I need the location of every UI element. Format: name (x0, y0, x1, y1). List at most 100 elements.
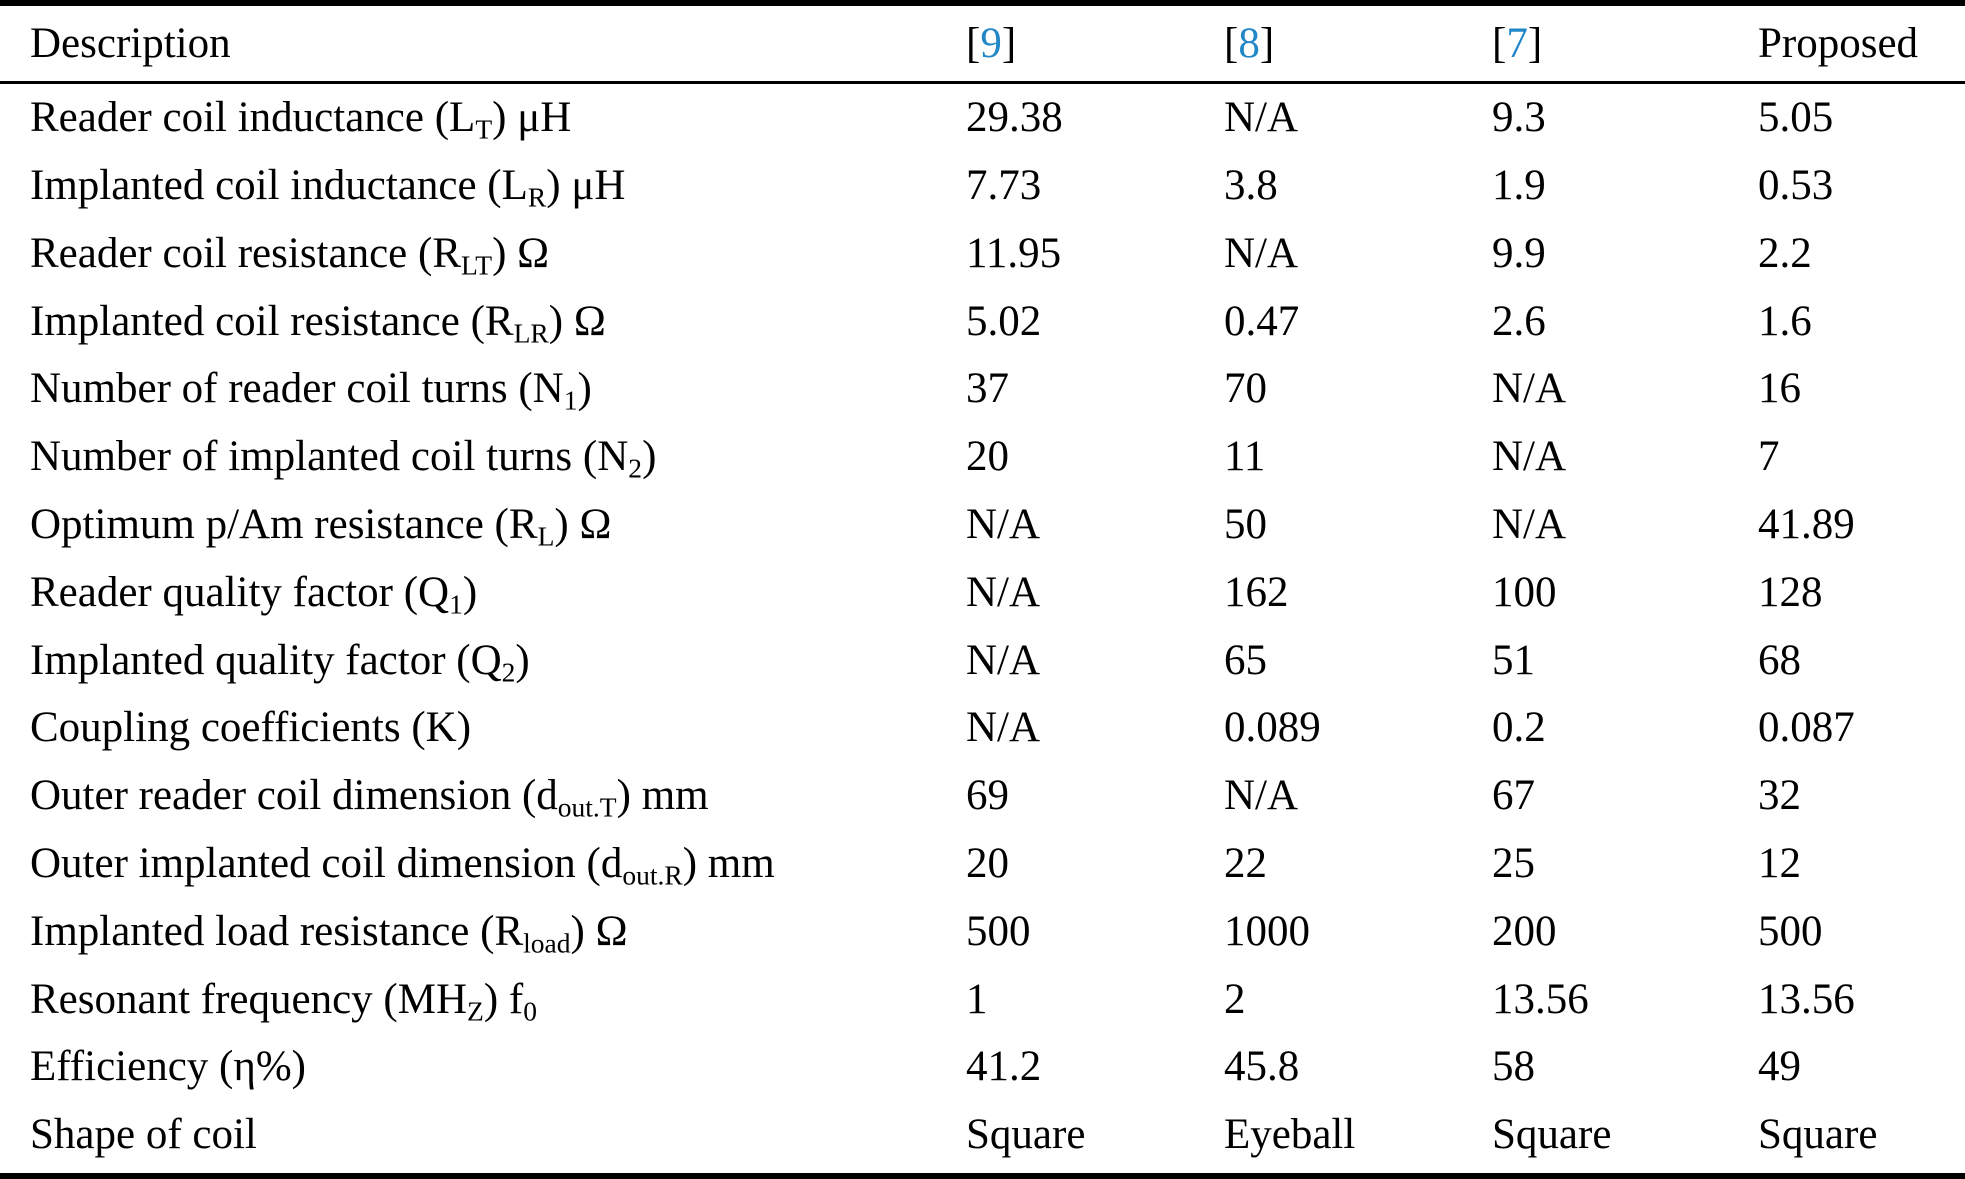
column-header-ref-8: [8] (1224, 20, 1492, 67)
text-segment: Implanted load resistance (R (30, 907, 524, 955)
value-cell-ref-9: N/A (966, 501, 1041, 549)
text-segment: Number of implanted coil turns (N (30, 433, 629, 481)
text-segment: ) mm (682, 840, 775, 888)
value-cell-proposed: 7 (1758, 433, 1780, 481)
text-segment: ) mm (616, 772, 709, 820)
value-cell-proposed: Square (1758, 1111, 1878, 1159)
subscript-text: 1 (563, 385, 578, 417)
value-cell-ref-8: N/A (1224, 94, 1299, 142)
text-segment: [ (1492, 19, 1507, 67)
value-cell-ref-9: 500 (966, 907, 1031, 955)
text-segment: Shape of coil (30, 1111, 257, 1159)
table-row: Coupling coefficients (K) N/A 0.089 0.2 … (0, 694, 1965, 762)
table-row: Shape of coil Square Eyeball Square Squa… (0, 1101, 1965, 1169)
text-segment: ) (577, 365, 592, 413)
text-segment: ] (1259, 19, 1275, 67)
value-cell-ref-9: N/A (966, 568, 1041, 616)
value-cell-proposed: 12 (1758, 840, 1801, 888)
table-row: Implanted load resistance (Rload) Ω 500 … (0, 898, 1965, 966)
citation-link[interactable]: 8 (1238, 19, 1260, 67)
text-segment: ) Ω (492, 229, 550, 277)
value-cell-ref-7: 58 (1492, 1043, 1535, 1091)
text-segment: Outer implanted coil dimension (d (30, 840, 623, 888)
value-cell-ref-7: 100 (1492, 568, 1557, 616)
value-cell-ref-7: 2.6 (1492, 297, 1546, 345)
text-segment: ) μH (492, 94, 572, 142)
row-label: Shape of coil (0, 1111, 966, 1158)
value-cell-ref-9: 5.02 (966, 297, 1042, 345)
value-cell-proposed: 41.89 (1758, 501, 1855, 549)
text-segment: Outer reader coil dimension (d (30, 772, 558, 820)
value-cell-ref-8: 2 (1224, 975, 1246, 1023)
value-cell-ref-7: 13.56 (1492, 975, 1589, 1023)
subscript-text: 2 (501, 656, 516, 688)
column-header-proposed: Proposed (1758, 20, 1965, 67)
text-segment: Coupling coefficients (K) (30, 704, 472, 752)
row-label: Coupling coefficients (K) (0, 704, 966, 751)
table-row: Resonant frequency (MHZ) f0 1 2 13.56 13… (0, 965, 1965, 1033)
text-segment: ) μH (546, 162, 626, 210)
text-segment: Proposed (1758, 19, 1919, 67)
subscript-text: T (475, 113, 493, 145)
table-row: Reader coil resistance (RLT) Ω 11.95 N/A… (0, 220, 1965, 288)
text-segment: Reader coil resistance (R (30, 229, 462, 277)
table-body: Reader coil inductance (LT) μH 29.38 N/A… (0, 84, 1965, 1169)
value-cell-ref-7: 9.9 (1492, 229, 1546, 277)
table-row: Outer implanted coil dimension (dout.R) … (0, 830, 1965, 898)
value-cell-ref-7: 200 (1492, 907, 1557, 955)
value-cell-proposed: 13.56 (1758, 975, 1855, 1023)
row-label: Reader quality factor (Q1) (0, 568, 966, 618)
text-segment: Implanted quality factor (Q (30, 636, 502, 684)
text-segment: Efficiency (η%) (30, 1043, 306, 1091)
table-row: Implanted quality factor (Q2) N/A 65 51 … (0, 626, 1965, 694)
value-cell-ref-8: 0.089 (1224, 704, 1321, 752)
subscript-text: L (537, 520, 555, 552)
text-segment: ] (1001, 19, 1017, 67)
text-segment: Reader quality factor (Q (30, 568, 450, 616)
text-segment: ) (642, 433, 657, 481)
text-segment: ) f (483, 975, 524, 1023)
table-row: Implanted coil resistance (RLR) Ω 5.02 0… (0, 287, 1965, 355)
value-cell-ref-7: 9.3 (1492, 94, 1546, 142)
subscript-text: Z (467, 995, 484, 1027)
value-cell-ref-7: 1.9 (1492, 162, 1546, 210)
citation-link[interactable]: 7 (1506, 19, 1528, 67)
value-cell-ref-8: 70 (1224, 365, 1267, 413)
table-row: Optimum p/Am resistance (RL) Ω N/A 50 N/… (0, 491, 1965, 559)
row-label: Outer implanted coil dimension (dout.R) … (0, 840, 966, 889)
row-label: Number of reader coil turns (N1) (0, 365, 966, 414)
value-cell-ref-7: N/A (1492, 501, 1567, 549)
value-cell-proposed: 500 (1758, 907, 1823, 955)
table-row: Number of implanted coil turns (N2) 20 1… (0, 423, 1965, 491)
citation-link[interactable]: 9 (980, 19, 1002, 67)
value-cell-ref-8: 3.8 (1224, 162, 1278, 210)
row-label: Implanted coil resistance (RLR) Ω (0, 297, 966, 347)
value-cell-ref-8: 22 (1224, 840, 1267, 888)
row-label: Resonant frequency (MHZ) f0 (0, 975, 966, 1027)
text-segment: Optimum p/Am resistance (R (30, 501, 538, 549)
value-cell-ref-8: 65 (1224, 636, 1267, 684)
value-cell-ref-9: 1 (966, 975, 988, 1023)
value-cell-ref-8: 50 (1224, 501, 1267, 549)
row-label: Reader coil resistance (RLT) Ω (0, 229, 966, 279)
subscript-text: R (527, 181, 547, 213)
text-segment: ) Ω (548, 297, 606, 345)
value-cell-ref-7: N/A (1492, 365, 1567, 413)
table-row: Implanted coil inductance (LR) μH 7.73 3… (0, 152, 1965, 220)
text-segment: Reader coil inductance (L (30, 94, 476, 142)
value-cell-ref-7: Square (1492, 1111, 1612, 1159)
value-cell-ref-9: N/A (966, 636, 1041, 684)
value-cell-ref-8: 45.8 (1224, 1043, 1300, 1091)
column-header-ref-7: [7] (1492, 20, 1758, 67)
row-label: Optimum p/Am resistance (RL) Ω (0, 501, 966, 550)
value-cell-ref-7: 0.2 (1492, 704, 1546, 752)
value-cell-proposed: 16 (1758, 365, 1801, 413)
value-cell-proposed: 49 (1758, 1043, 1801, 1091)
row-label: Outer reader coil dimension (dout.T) mm (0, 772, 966, 821)
subscript-text: 1 (449, 588, 463, 620)
value-cell-ref-7: N/A (1492, 433, 1567, 481)
subscript-text: out.R (622, 859, 683, 891)
value-cell-ref-8: N/A (1224, 772, 1299, 820)
value-cell-ref-7: 25 (1492, 840, 1535, 888)
